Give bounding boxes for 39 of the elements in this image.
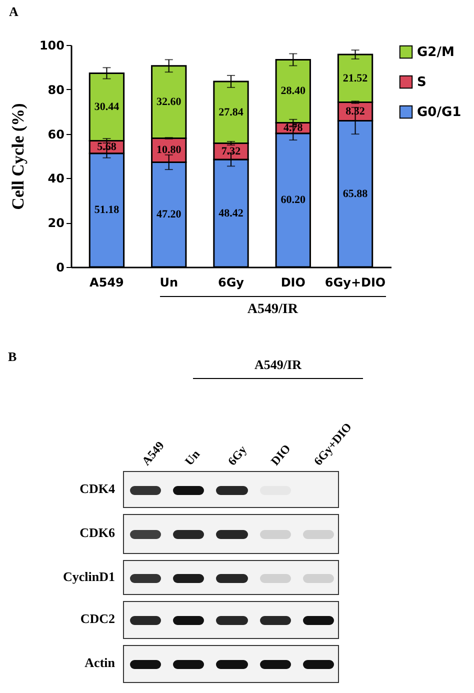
text: A549/IR xyxy=(247,302,298,318)
x-tick-label: DIO xyxy=(280,276,306,290)
y-tick-label: 100 xyxy=(39,38,64,52)
data-label: 60.20 xyxy=(280,194,306,206)
text: B xyxy=(8,349,17,365)
y-axis-title: Cell Cycle (%) xyxy=(8,103,28,210)
x-tick-label: A549 xyxy=(90,276,124,290)
data-label: 5.68 xyxy=(97,141,117,154)
y-tick-label: 0 xyxy=(56,260,64,274)
category-label: CyclinD1 xyxy=(63,568,115,584)
text: A549/IR xyxy=(254,357,302,373)
y-tick-label: 60 xyxy=(48,127,64,142)
data-label: 51.18 xyxy=(94,204,120,216)
y-tick-label: 40 xyxy=(48,172,64,186)
x-tick-label: Un xyxy=(160,276,178,290)
category-label: 6Gy xyxy=(225,442,250,469)
data-label: 30.44 xyxy=(94,100,120,113)
data-label: 27.84 xyxy=(218,106,244,118)
x-tick-label: 6Gy+DIO xyxy=(324,276,386,290)
data-label: 47.20 xyxy=(156,208,182,221)
category-label: Actin xyxy=(84,655,115,670)
legend-label: G2/M xyxy=(417,45,454,60)
category-label: Un xyxy=(182,447,204,469)
data-label: 21.52 xyxy=(342,72,368,84)
y-tick-label: 80 xyxy=(48,82,64,97)
data-label: 7.32 xyxy=(221,145,242,158)
category-label: CDC2 xyxy=(80,611,115,626)
chart-title: A xyxy=(8,4,19,19)
y-tick-label: 20 xyxy=(48,216,64,230)
x-tick-label: 6Gy xyxy=(218,276,244,290)
category-label: CDK4 xyxy=(80,480,115,496)
legend-label: G0/G1 xyxy=(417,105,462,120)
data-label: 28.40 xyxy=(280,85,306,98)
legend-label: S xyxy=(417,75,426,90)
category-label: CDK6 xyxy=(80,525,115,540)
data-label: 48.42 xyxy=(218,207,244,220)
data-label: 10.80 xyxy=(156,144,182,156)
data-label: 65.88 xyxy=(342,188,368,200)
data-label: 32.60 xyxy=(156,96,182,108)
